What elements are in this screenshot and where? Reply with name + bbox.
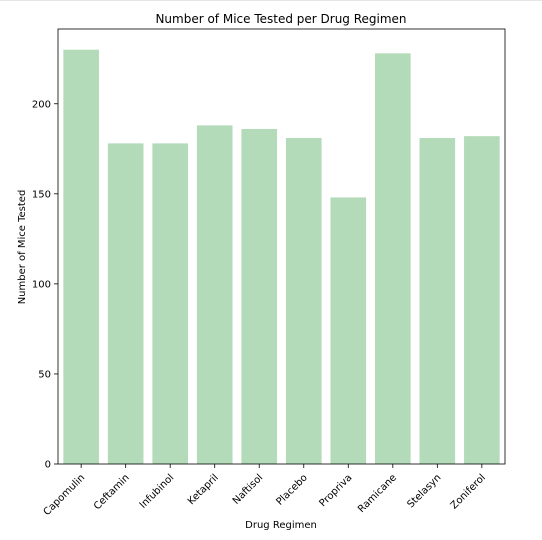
x-tick-label-zoniferol: Zoniferol: [449, 472, 488, 511]
x-tick-label-ramicane: Ramicane: [356, 472, 399, 515]
x-axis-label: Drug Regimen: [245, 520, 317, 531]
bar-stelasyn: [419, 137, 456, 465]
bar-ramicane: [375, 53, 411, 464]
x-tick-label-propriva: Propriva: [318, 472, 355, 509]
plot-area: 0 50 100 150 200 Capomulin Ceftamin Infubinol Ke…: [32, 28, 506, 518]
y-tick-label: 0: [45, 460, 51, 471]
bar-infubinol: [152, 143, 189, 464]
y-tick-label: 150: [32, 189, 51, 200]
bar-propriva: [330, 197, 367, 465]
x-tick-label-infubinol: Infubinol: [138, 472, 177, 511]
top-border-line: [0, 0, 542, 1]
y-axis-label: Number of Mice Tested: [17, 190, 28, 305]
bar-zoniferol: [464, 136, 500, 465]
bar-ketapril: [196, 125, 233, 465]
x-tick-label-capomulin: Capomulin: [42, 472, 88, 518]
x-tick-label-placebo: Placebo: [274, 472, 309, 507]
bar-capomulin: [63, 49, 99, 465]
bar-naftisol: [241, 128, 278, 464]
y-tick-label: 50: [38, 369, 51, 380]
bar-placebo: [285, 137, 322, 465]
x-tick-label-naftisol: Naftisol: [231, 472, 265, 506]
plot-frame: [57, 28, 506, 465]
chart-title: Number of Mice Tested per Drug Regimen: [155, 12, 406, 26]
x-tick-label-stelasyn: Stelasyn: [405, 472, 443, 510]
x-tick-label-ceftamin: Ceftamin: [92, 472, 132, 512]
y-tick-label: 100: [32, 279, 51, 290]
x-tick-label-ketapril: Ketapril: [186, 472, 221, 507]
y-tick-label: 200: [32, 99, 51, 110]
bar-ceftamin: [107, 143, 144, 464]
